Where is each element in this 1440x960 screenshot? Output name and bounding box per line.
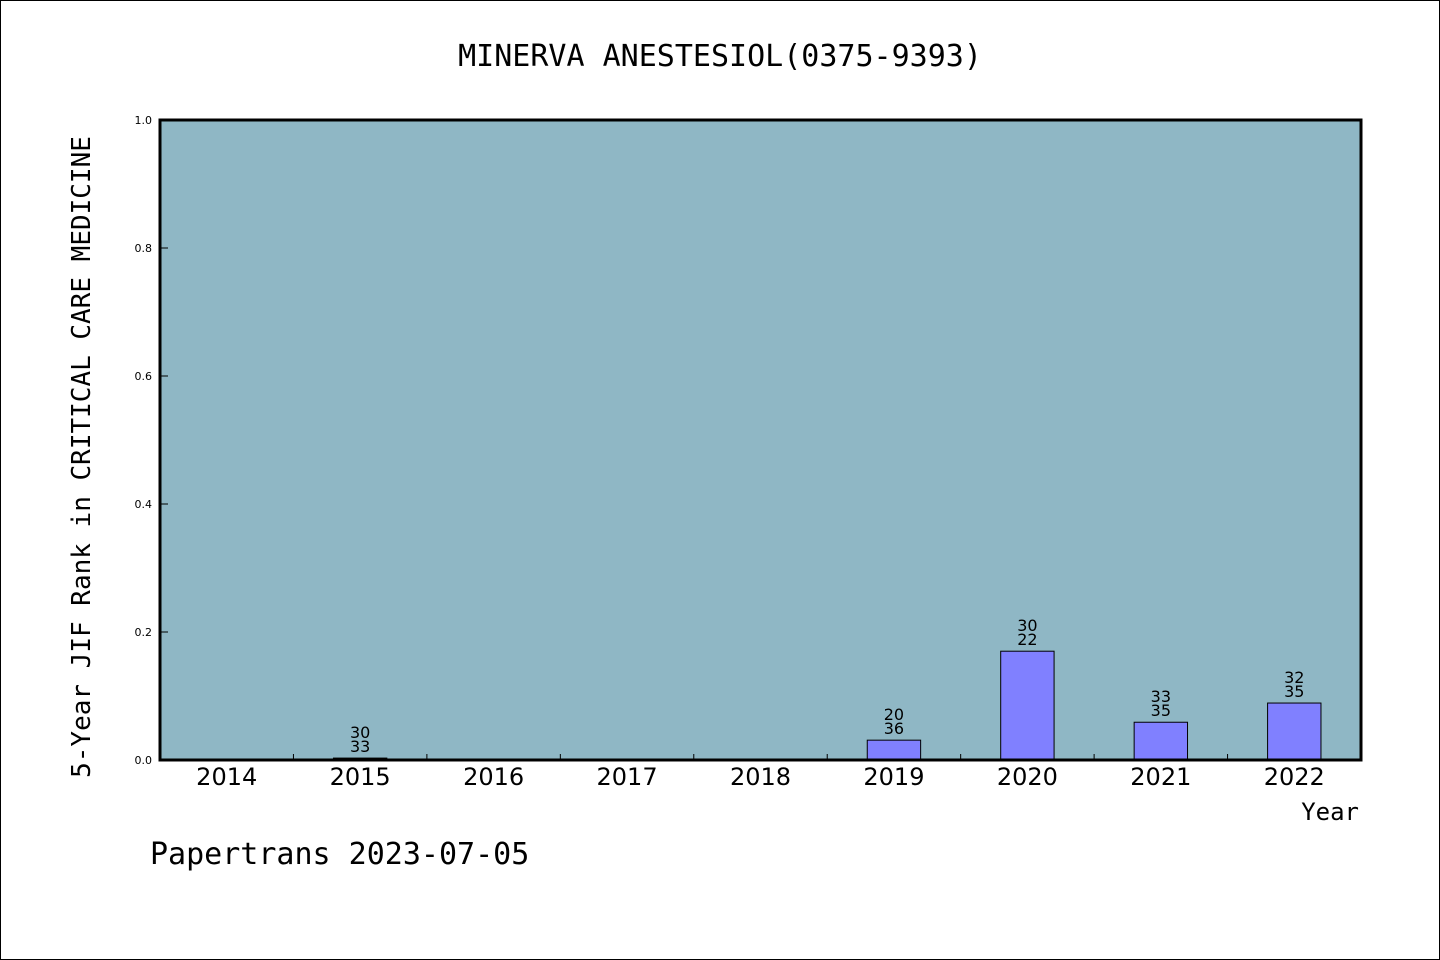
x-tick-label: 2020 [997,763,1058,791]
y-tick-label: 1.0 [135,114,153,127]
chart-title: MINERVA ANESTESIOL(0375-9393) [458,39,982,74]
bar-label-upper: 30 [350,723,370,742]
x-tick-label: 2016 [463,763,524,791]
y-axis-ticks: 0.0 0.2 0.4 0.6 0.8 1.0 [135,114,168,767]
x-tick-label: 2015 [330,763,391,791]
bar-label-lower: 35 [1151,701,1171,720]
x-tick-label: 2017 [597,763,658,791]
y-tick-label: 0.6 [135,370,153,383]
x-tick-label: 2022 [1264,763,1325,791]
bar-label-lower: 35 [1284,682,1304,701]
x-tick-label: 2019 [863,763,924,791]
plot-border [158,118,1363,762]
y-tick-label: 0.4 [135,498,153,511]
x-axis-ticks: 2014 2015 2016 2017 2018 2019 2020 2021 2022 [196,754,1325,791]
bar-label-upper: 20 [884,705,904,724]
footer-text: Papertrans 2023-07-05 [150,837,529,872]
y-tick-label: 0.8 [135,242,153,255]
bar-label-lower: 33 [350,737,370,756]
bar-2020 [1000,650,1055,761]
bar-2022 [1267,702,1322,761]
bar-2019 [866,739,922,761]
x-tick-label: 2014 [196,763,257,791]
plot-area [160,120,1361,760]
x-axis-label: Year [1301,798,1359,826]
x-tick-label: 2018 [730,763,791,791]
bar-label-lower: 22 [1017,630,1037,649]
y-tick-label: 0.2 [135,626,153,639]
bar-2021 [1133,721,1189,761]
bar-label-lower: 36 [884,719,904,738]
bars-group [332,650,1322,761]
y-axis-label: 5-Year JIF Rank in CRITICAL CARE MEDICIN… [67,136,97,778]
bar-label-upper: 33 [1151,687,1171,706]
bar-label-upper: 32 [1284,668,1304,687]
y-tick-label: 0.0 [135,754,153,767]
bar-label-upper: 30 [1017,616,1037,635]
x-tick-label: 2021 [1130,763,1191,791]
